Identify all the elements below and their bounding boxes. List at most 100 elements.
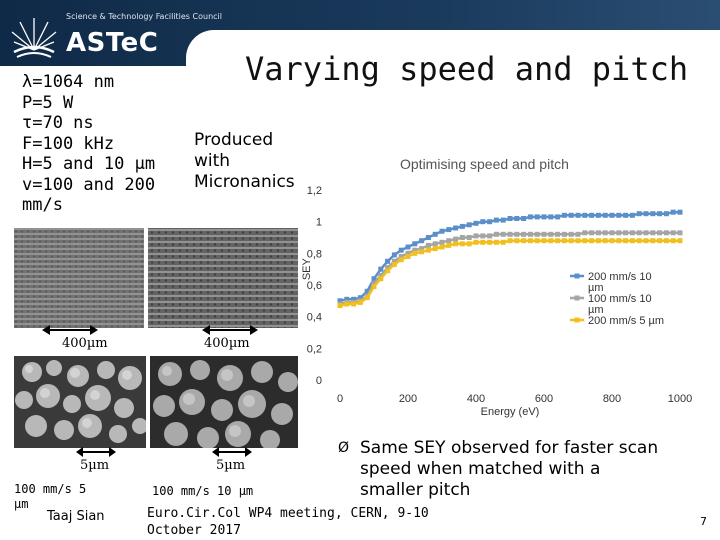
data-point <box>398 257 404 263</box>
slide-title: Varying speed and pitch <box>245 50 689 88</box>
y-tick-label: 0,8 <box>307 248 322 260</box>
produced-with-note: Produced with Micronanics <box>194 130 295 193</box>
scale-bar-label: 400µm <box>62 336 108 351</box>
data-point <box>378 273 384 278</box>
parameter-line: mm/s <box>22 195 63 215</box>
data-point <box>453 236 459 242</box>
data-point <box>446 238 452 244</box>
legend-label: µm <box>588 304 604 316</box>
data-point <box>602 212 608 218</box>
data-point <box>412 247 418 253</box>
data-point <box>412 250 418 256</box>
data-point <box>616 230 622 236</box>
sem-image-top-left <box>14 228 144 328</box>
data-point <box>446 227 452 233</box>
data-point <box>555 214 561 220</box>
x-tick-label: 1000 <box>668 393 692 405</box>
y-tick-label: 0,6 <box>307 280 322 292</box>
parameter-line: λ=1064 nm <box>22 72 115 92</box>
data-point <box>398 247 404 253</box>
data-point <box>521 238 527 244</box>
data-point <box>473 239 479 245</box>
data-point <box>500 231 506 237</box>
data-point <box>609 238 615 244</box>
data-point <box>391 258 397 264</box>
data-point <box>385 268 391 274</box>
data-point <box>453 241 459 247</box>
image-caption-left: 100 mm/s 5 µm <box>14 482 86 512</box>
data-point <box>568 238 574 244</box>
data-point <box>357 299 363 305</box>
data-point <box>609 230 615 236</box>
data-point <box>650 230 656 236</box>
data-point <box>473 233 479 239</box>
data-point <box>595 238 601 244</box>
data-point <box>351 296 357 302</box>
legend-marker <box>574 317 580 323</box>
data-point <box>425 235 431 240</box>
data-point <box>677 209 683 215</box>
data-point <box>480 219 486 225</box>
sey-chart: 0 0,2 0,4 0,6 0,8 1 1,2 0 200 400 600 800 1000 Energy… <box>301 185 692 418</box>
y-tick-label: 0,2 <box>307 343 322 355</box>
data-point <box>663 238 669 244</box>
data-point <box>541 214 547 220</box>
data-point <box>561 238 567 244</box>
data-point <box>487 239 493 245</box>
data-point <box>487 219 493 225</box>
bullet-arrow-icon: Ø <box>338 440 350 456</box>
produced-line: with <box>194 151 231 171</box>
data-point <box>398 254 404 259</box>
data-point <box>500 217 506 223</box>
data-point <box>677 238 683 244</box>
data-point <box>466 235 472 240</box>
data-point <box>657 211 663 217</box>
scale-bar-label: 5µm <box>216 458 246 473</box>
chart-title: Optimising speed and pitch <box>400 156 569 172</box>
page-number: 7 <box>700 515 707 528</box>
data-point <box>561 212 567 218</box>
produced-line: Produced <box>194 130 274 150</box>
data-point <box>466 222 472 228</box>
data-point <box>493 239 499 245</box>
data-point <box>459 223 465 229</box>
produced-line: Micronanics <box>194 172 295 192</box>
data-point <box>670 230 676 236</box>
data-point <box>391 261 397 267</box>
data-point <box>657 230 663 236</box>
data-point <box>582 212 588 218</box>
data-point <box>636 230 642 236</box>
data-point <box>439 228 445 234</box>
data-point <box>419 246 425 252</box>
x-tick-label: 200 <box>399 393 417 405</box>
data-point <box>527 231 533 237</box>
title-background <box>186 30 720 120</box>
sem-image-bottom-right <box>150 356 298 448</box>
data-point <box>595 212 601 218</box>
x-axis-label: Energy (eV) <box>481 406 540 418</box>
parameter-line: v=100 and 200 <box>22 174 156 195</box>
data-point <box>439 239 445 245</box>
astec-logo-text: ASTeC <box>66 28 159 58</box>
data-point <box>643 230 649 236</box>
data-point <box>636 211 642 217</box>
data-point <box>548 231 554 237</box>
data-point <box>636 238 642 244</box>
sem-image-bottom-left <box>14 356 146 448</box>
data-point <box>643 211 649 217</box>
data-point <box>385 265 391 271</box>
data-point <box>534 214 540 220</box>
data-point <box>378 276 384 282</box>
data-point <box>623 238 629 244</box>
data-point <box>405 254 411 259</box>
data-point <box>521 231 527 237</box>
data-point <box>527 214 533 220</box>
data-point <box>357 295 363 301</box>
legend-marker <box>574 273 580 279</box>
data-point <box>425 242 431 248</box>
data-point <box>663 211 669 217</box>
data-point <box>480 233 486 239</box>
x-tick-label: 0 <box>337 393 343 405</box>
series-line <box>339 210 680 303</box>
data-point <box>432 241 438 247</box>
